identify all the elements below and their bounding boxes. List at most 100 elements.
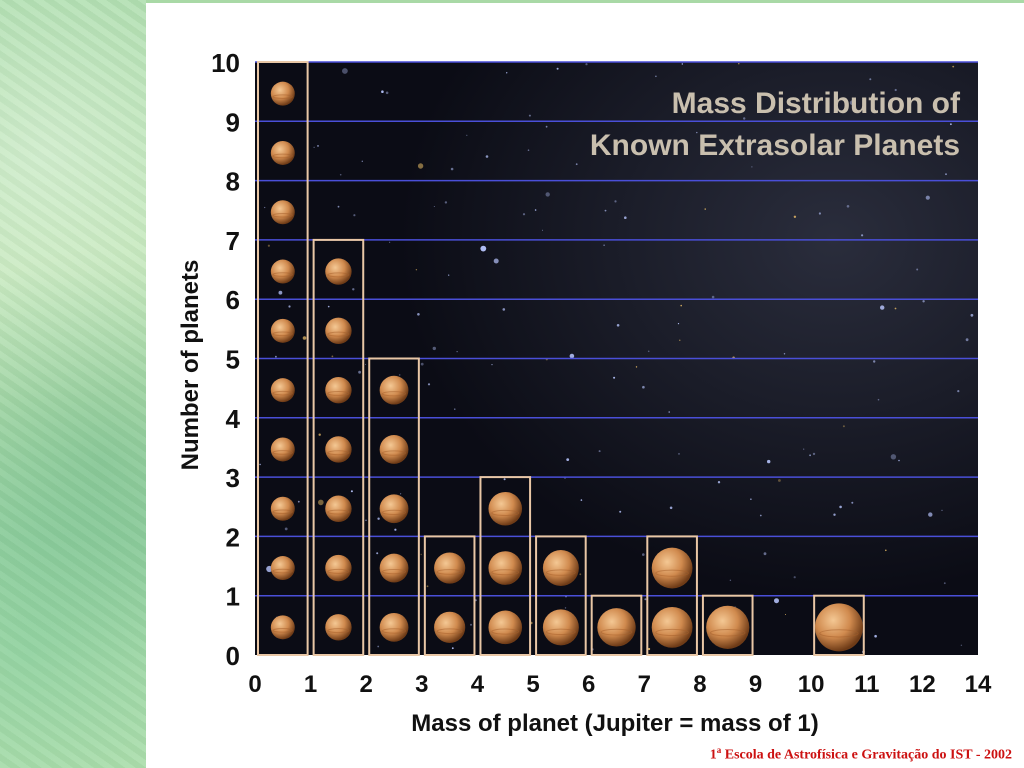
star xyxy=(394,528,397,531)
star xyxy=(585,63,588,66)
star xyxy=(604,209,607,212)
star xyxy=(642,385,645,389)
planet-band xyxy=(382,509,407,516)
star xyxy=(569,353,575,359)
planet-marker xyxy=(270,259,295,284)
planet-band xyxy=(491,509,520,516)
star xyxy=(812,452,816,456)
star xyxy=(842,425,845,428)
y-tick-label: 3 xyxy=(226,463,240,493)
chart-title-line2: Known Extrasolar Planets xyxy=(590,129,960,162)
planet-band xyxy=(600,628,633,636)
star xyxy=(331,355,334,358)
star xyxy=(339,173,342,176)
planet-marker xyxy=(434,552,466,584)
star xyxy=(327,305,330,308)
planet-band xyxy=(272,509,293,515)
star xyxy=(803,448,805,450)
x-tick-label: 7 xyxy=(638,671,651,698)
histogram-bars xyxy=(257,61,865,657)
x-tick-label: 8 xyxy=(693,671,706,698)
y-tick-label: 8 xyxy=(226,167,240,197)
star xyxy=(417,313,420,316)
star xyxy=(427,383,431,386)
bar xyxy=(701,594,754,657)
star xyxy=(579,573,582,576)
star xyxy=(679,339,681,341)
star xyxy=(522,213,526,216)
planet-band xyxy=(709,629,746,637)
star xyxy=(358,370,361,374)
planet-band xyxy=(327,628,350,634)
planet-marker xyxy=(542,609,579,646)
star xyxy=(704,208,706,210)
star xyxy=(898,459,900,462)
star xyxy=(783,353,786,355)
star xyxy=(456,351,458,353)
star xyxy=(943,582,946,585)
star xyxy=(925,195,930,200)
planet-band xyxy=(436,628,463,635)
star xyxy=(545,125,548,128)
planet-marker xyxy=(325,495,352,522)
star xyxy=(420,553,422,556)
star xyxy=(480,245,487,252)
star xyxy=(361,160,363,162)
star xyxy=(616,324,620,327)
star xyxy=(678,453,680,455)
planet-band xyxy=(819,629,859,638)
star xyxy=(619,510,622,513)
planet-band xyxy=(272,390,293,396)
y-tick-label: 5 xyxy=(226,345,240,375)
star xyxy=(448,274,450,276)
star xyxy=(603,244,605,246)
planet-band xyxy=(382,568,407,575)
star xyxy=(420,362,424,366)
y-tick-label: 6 xyxy=(226,285,240,315)
star xyxy=(556,67,559,70)
planet-marker xyxy=(488,551,523,585)
planet-band xyxy=(272,568,293,574)
planet-band xyxy=(545,628,576,636)
star xyxy=(350,490,353,493)
star xyxy=(451,647,454,650)
star xyxy=(890,454,897,460)
star xyxy=(426,585,429,588)
planet-band xyxy=(382,450,407,456)
star xyxy=(365,363,367,365)
planet-band xyxy=(327,331,350,337)
star xyxy=(846,205,850,208)
planet-marker xyxy=(270,81,295,106)
planet-marker xyxy=(379,435,409,464)
star xyxy=(729,579,732,581)
star xyxy=(493,258,499,264)
star xyxy=(894,88,897,92)
planet-band xyxy=(436,569,463,575)
bar xyxy=(257,61,309,656)
planet-band xyxy=(491,628,520,635)
star xyxy=(869,78,872,81)
x-tick-label: 0 xyxy=(248,671,261,698)
star xyxy=(965,338,969,342)
star xyxy=(297,500,300,503)
planet-marker xyxy=(814,603,863,652)
planet-band xyxy=(327,509,350,515)
star xyxy=(352,288,355,291)
star xyxy=(267,244,270,247)
planet-band xyxy=(327,390,350,396)
planet-marker xyxy=(651,547,693,589)
star xyxy=(450,167,454,171)
star xyxy=(566,458,570,461)
star xyxy=(417,163,424,169)
star xyxy=(669,506,673,510)
bar xyxy=(535,535,587,657)
planet-marker xyxy=(270,437,295,462)
star xyxy=(874,634,877,638)
footer-text: Escola de Astrofísica e Gravitação do IS… xyxy=(721,748,1012,763)
star xyxy=(575,163,578,166)
star xyxy=(960,644,963,646)
footer-ordinal-suffix: a xyxy=(716,745,722,756)
planet-marker xyxy=(379,553,409,583)
star xyxy=(284,527,288,531)
